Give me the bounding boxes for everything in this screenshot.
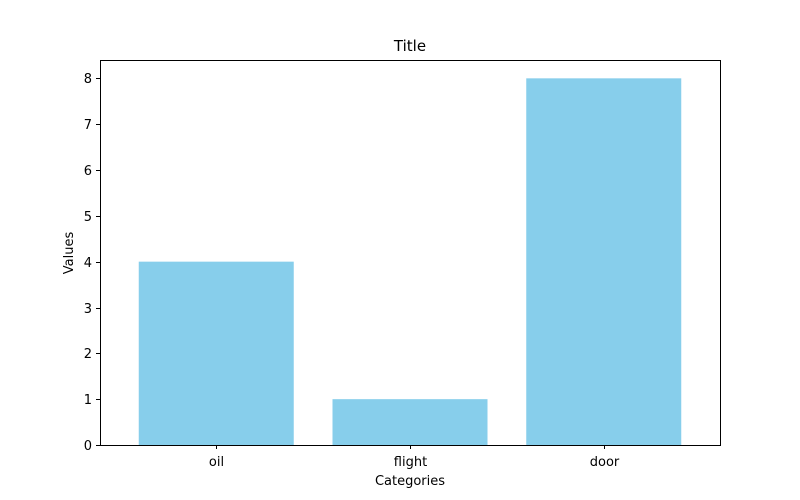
x-tick-label: oil [209,455,224,470]
y-tick-label: 5 [84,210,92,225]
y-tick-label: 8 [84,72,92,87]
chart-title: Title [393,37,426,55]
y-tick-label: 1 [84,393,92,408]
y-axis-label: Values [62,232,77,275]
bar-flight [333,399,488,445]
y-tick-label: 7 [84,118,92,133]
y-tick-label: 0 [84,439,92,454]
y-tick-label: 4 [84,256,92,271]
y-tick-label: 3 [84,302,92,317]
bar-door [526,78,681,445]
x-tick-label: door [590,455,620,470]
x-axis-label: Categories [375,474,445,489]
bars-group [139,78,682,445]
y-tick-label: 2 [84,347,92,362]
bar-oil [139,262,294,445]
y-tick-label: 6 [84,164,92,179]
x-tick-label: flight [394,455,427,470]
